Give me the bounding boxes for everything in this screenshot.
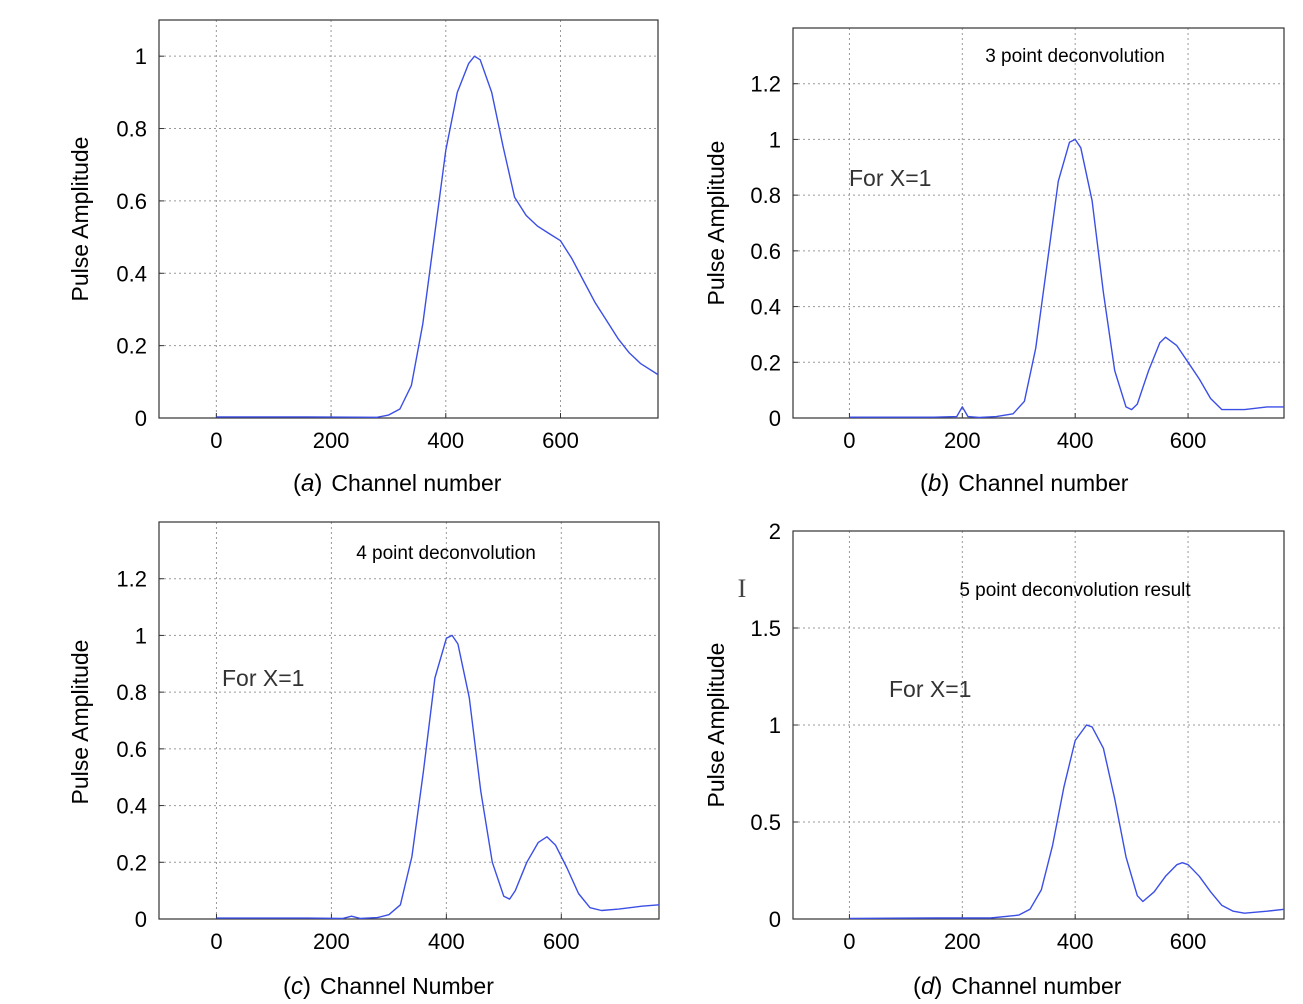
annotation-text: For X=1 bbox=[222, 665, 304, 691]
y-tick-label: 0.2 bbox=[750, 350, 781, 375]
panel-letter: d bbox=[921, 973, 935, 1000]
y-tick-label: 0 bbox=[135, 907, 147, 932]
annotation-text: For X=1 bbox=[889, 676, 971, 702]
y-tick-label: 0.2 bbox=[116, 334, 147, 359]
series-line bbox=[849, 724, 1285, 920]
chart-panel-c: 0 200 400 600 0 0.2 0.4 0.6 0.8 1 1.2 Pulse Amplitu… bbox=[67, 521, 660, 1000]
x-tick-label: 0 bbox=[210, 929, 222, 954]
paren-close: ) bbox=[941, 470, 949, 497]
text-cursor-icon: I bbox=[738, 574, 747, 603]
y-tick-label: 1 bbox=[135, 44, 147, 69]
chart-panel-b: 0 200 400 600 0 0.2 0.4 0.6 0.8 1 1.2 Pulse Amplitu… bbox=[703, 27, 1285, 497]
x-tick-label: 200 bbox=[313, 929, 350, 954]
y-tick-label: 0.4 bbox=[750, 295, 781, 320]
y-axis-label: Pulse Amplitude bbox=[703, 141, 729, 306]
y-tick-label: 1 bbox=[769, 127, 781, 152]
x-tick-label: 0 bbox=[843, 929, 855, 954]
panel-caption: (a) Channel number bbox=[293, 470, 502, 497]
y-tick-label: 0 bbox=[769, 406, 781, 431]
x-tick-label: 400 bbox=[1057, 929, 1094, 954]
x-tick-label: 200 bbox=[944, 929, 981, 954]
x-tick-label: 200 bbox=[944, 428, 981, 453]
paren-close: ) bbox=[303, 973, 311, 1000]
x-tick-label: 0 bbox=[210, 428, 222, 453]
y-tick-label: 1 bbox=[135, 623, 147, 648]
y-tick-label: 0.6 bbox=[750, 239, 781, 264]
x-tick-label: 400 bbox=[428, 929, 465, 954]
x-tick-label: 0 bbox=[843, 428, 855, 453]
x-axis-label: Channel number bbox=[951, 973, 1121, 999]
paren-open: ( bbox=[913, 973, 921, 1000]
x-axis-label: Channel number bbox=[331, 470, 501, 496]
paren-close: ) bbox=[314, 470, 322, 497]
x-tick-label: 400 bbox=[1057, 428, 1094, 453]
chart-panel-a: 0 200 400 600 0 0.2 0.4 0.6 0.8 1 Pulse Amplitude (… bbox=[67, 19, 659, 497]
x-axis-label: Channel Number bbox=[320, 973, 494, 999]
y-tick-label: 1.2 bbox=[750, 72, 781, 97]
series-line bbox=[216, 634, 660, 920]
panel-letter: a bbox=[301, 470, 314, 497]
series-line bbox=[216, 55, 659, 418]
panel-caption: (c) Channel Number bbox=[283, 973, 494, 1000]
plot-title: 5 point deconvolution result bbox=[959, 580, 1191, 601]
paren-open: ( bbox=[293, 470, 301, 497]
x-tick-label: 600 bbox=[1170, 428, 1207, 453]
chart-panel-d: 0 200 400 600 0 0.5 1 1.5 2 Pulse Amplitude (d) Cha… bbox=[703, 519, 1285, 1000]
panel-letter: c bbox=[291, 973, 303, 1000]
y-tick-label: 0 bbox=[769, 907, 781, 932]
panel-caption: (b) Channel number bbox=[920, 470, 1129, 497]
paren-open: ( bbox=[920, 470, 928, 497]
x-axis-label: Channel number bbox=[958, 470, 1128, 496]
x-tick-label: 200 bbox=[313, 428, 350, 453]
y-tick-label: 0 bbox=[135, 406, 147, 431]
paren-close: ) bbox=[934, 973, 942, 1000]
x-tick-label: 600 bbox=[542, 428, 579, 453]
y-tick-label: 1.2 bbox=[116, 567, 147, 592]
plot-frame bbox=[158, 19, 659, 419]
plot-title: 4 point deconvolution bbox=[356, 543, 536, 564]
y-tick-label: 0.6 bbox=[116, 737, 147, 762]
y-tick-label: 0.2 bbox=[116, 850, 147, 875]
y-tick-label: 0.4 bbox=[116, 794, 147, 819]
y-axis-label: Pulse Amplitude bbox=[67, 137, 93, 302]
x-tick-label: 600 bbox=[543, 929, 580, 954]
x-tick-label: 400 bbox=[427, 428, 464, 453]
panel-letter: b bbox=[928, 470, 941, 497]
annotation-text: For X=1 bbox=[849, 165, 931, 191]
y-tick-label: 0.6 bbox=[116, 189, 147, 214]
y-tick-label: 0.4 bbox=[116, 261, 147, 286]
y-tick-label: 0.8 bbox=[116, 117, 147, 142]
plot-frame bbox=[158, 521, 660, 920]
paren-open: ( bbox=[283, 973, 291, 1000]
plot-frame bbox=[792, 27, 1285, 419]
series-line bbox=[849, 138, 1284, 419]
y-tick-label: 1 bbox=[769, 713, 781, 738]
y-tick-label: 0.8 bbox=[116, 680, 147, 705]
y-tick-label: 0.8 bbox=[750, 183, 781, 208]
panel-caption: (d) Channel number bbox=[913, 973, 1122, 1000]
y-tick-label: 2 bbox=[769, 519, 781, 544]
x-tick-label: 600 bbox=[1170, 929, 1207, 954]
y-tick-label: 0.5 bbox=[750, 810, 781, 835]
plot-title: 3 point deconvolution bbox=[985, 46, 1165, 67]
y-tick-label: 1.5 bbox=[750, 616, 781, 641]
y-axis-label: Pulse Amplitude bbox=[67, 640, 93, 805]
y-axis-label: Pulse Amplitude bbox=[703, 643, 729, 808]
